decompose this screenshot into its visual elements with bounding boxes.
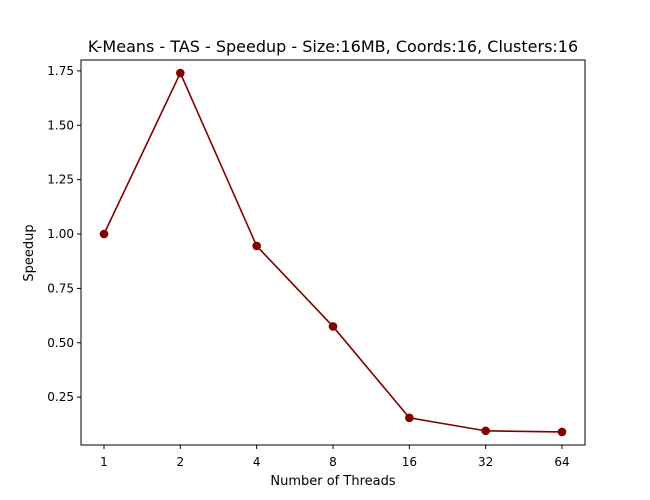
- y-tick-label: 1.25: [47, 173, 74, 187]
- x-tick-label: 32: [478, 455, 493, 469]
- data-point: [99, 229, 109, 239]
- x-tick-label: 4: [253, 455, 261, 469]
- data-series: [99, 68, 567, 437]
- x-tick-label: 64: [554, 455, 569, 469]
- data-point: [252, 241, 261, 251]
- axis-ticks: 0.25 0.50 0.75 1.00 1.25 1.50 1.75 1 2 4 8 16 32 64: [47, 64, 569, 469]
- data-point: [176, 68, 185, 78]
- y-tick-label: 0.75: [47, 281, 74, 295]
- y-tick-label: 1.50: [47, 118, 74, 132]
- x-tick-label: 2: [177, 455, 185, 469]
- x-tick-label: 16: [402, 455, 417, 469]
- y-axis-label: Speedup: [22, 224, 37, 281]
- y-tick-label: 0.25: [47, 390, 74, 404]
- y-tick-label: 1.00: [47, 227, 74, 241]
- y-tick-label: 0.50: [47, 336, 74, 350]
- data-point: [405, 413, 414, 423]
- data-point: [328, 322, 338, 331]
- data-point: [481, 426, 490, 436]
- x-axis-label: Number of Threads: [270, 474, 395, 489]
- x-tick-label: 1: [100, 455, 108, 469]
- data-point: [557, 427, 567, 437]
- chart-title: K-Means - TAS - Speedup - Size:16MB, Coo…: [88, 37, 578, 56]
- x-tick-label: 8: [329, 455, 337, 469]
- y-tick-label: 1.75: [47, 64, 74, 78]
